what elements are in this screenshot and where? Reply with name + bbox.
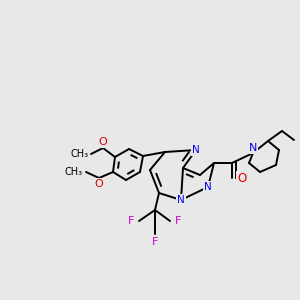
Text: N: N (204, 182, 212, 192)
Text: F: F (152, 237, 158, 247)
Text: O: O (99, 137, 107, 147)
Text: N: N (177, 195, 185, 205)
Text: F: F (128, 216, 134, 226)
Text: F: F (175, 216, 181, 226)
Text: O: O (237, 172, 247, 184)
Text: CH₃: CH₃ (71, 149, 89, 159)
Text: O: O (94, 179, 103, 189)
Text: N: N (192, 145, 200, 155)
Text: N: N (249, 143, 257, 153)
Text: CH₃: CH₃ (65, 167, 83, 177)
